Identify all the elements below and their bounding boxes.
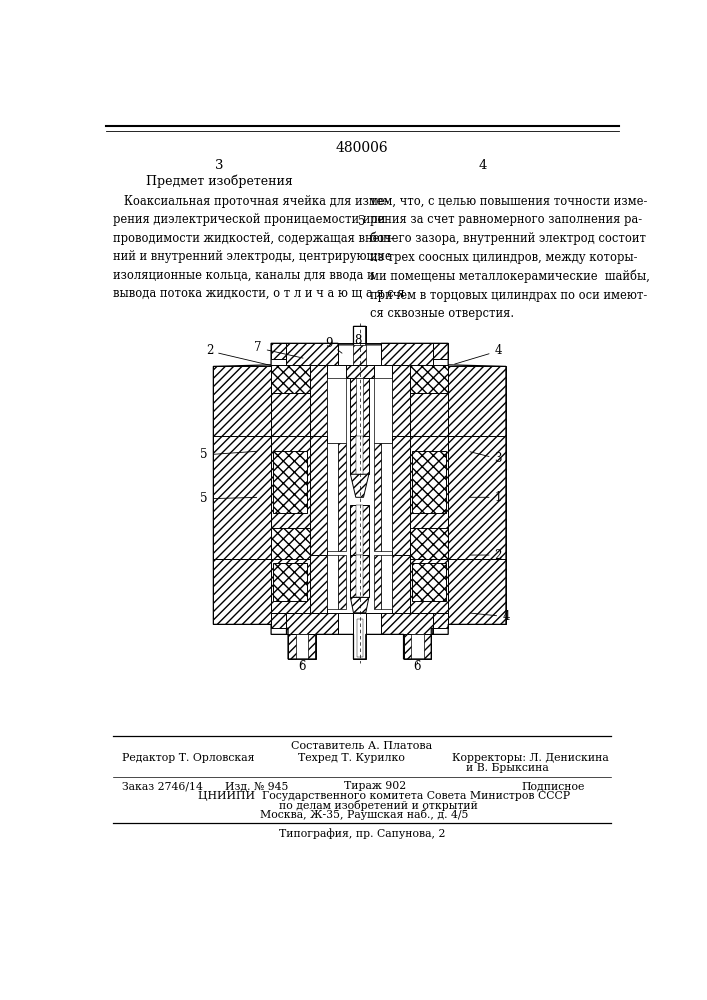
Text: Корректоры: Л. Денискина: Корректоры: Л. Денискина [452,753,609,763]
Polygon shape [433,613,448,628]
Polygon shape [392,555,409,613]
Text: 5: 5 [200,492,257,505]
Polygon shape [381,443,392,551]
Polygon shape [286,343,338,365]
Text: 6: 6 [298,660,305,673]
Text: Типография, пр. Сапунова, 2: Типография, пр. Сапунова, 2 [279,828,445,839]
Polygon shape [373,555,381,609]
Text: 2: 2 [470,549,502,562]
Polygon shape [356,555,363,597]
Polygon shape [381,613,433,634]
Text: ЦНИИПИ  Государственного комитета Совета Министров СССР: ЦНИИПИ Государственного комитета Совета … [198,791,570,801]
Polygon shape [338,613,381,634]
Polygon shape [271,613,286,628]
Polygon shape [327,443,338,551]
Polygon shape [296,634,308,659]
Polygon shape [351,555,369,597]
Polygon shape [310,436,327,559]
Polygon shape [338,443,346,551]
Polygon shape [433,343,448,359]
Polygon shape [310,555,327,613]
Text: Редактор Т. Орловская: Редактор Т. Орловская [122,753,255,763]
Polygon shape [271,559,310,613]
Polygon shape [338,555,346,609]
Polygon shape [351,436,369,474]
Polygon shape [412,563,446,601]
Polygon shape [411,634,423,659]
Polygon shape [409,559,448,613]
Polygon shape [356,378,363,443]
Polygon shape [271,436,310,559]
Polygon shape [214,559,271,624]
Polygon shape [354,613,366,659]
Polygon shape [327,378,346,443]
Polygon shape [381,343,433,365]
Polygon shape [214,436,271,559]
Polygon shape [354,326,366,345]
Text: 4: 4 [455,344,502,364]
Text: Изд. № 945: Изд. № 945 [225,781,288,791]
Text: Заказ 2746/14: Заказ 2746/14 [122,781,204,791]
Text: 6: 6 [414,660,421,673]
Text: 8: 8 [354,334,362,347]
Polygon shape [448,559,506,624]
Polygon shape [338,343,381,365]
Text: Техред Т. Курилко: Техред Т. Курилко [298,753,405,763]
Text: 480006: 480006 [336,141,388,155]
Polygon shape [356,436,363,474]
Text: 4: 4 [479,159,487,172]
Polygon shape [288,634,316,659]
Polygon shape [409,365,448,393]
Polygon shape [354,345,366,365]
Polygon shape [409,528,448,559]
Text: Подписное: Подписное [521,781,585,791]
Text: Предмет изобретения: Предмет изобретения [146,175,293,188]
Polygon shape [381,555,392,609]
Polygon shape [214,366,271,436]
Text: 2: 2 [206,344,272,366]
Polygon shape [409,436,448,559]
Polygon shape [286,613,338,634]
Polygon shape [448,366,506,436]
Text: 7: 7 [255,341,303,358]
Polygon shape [271,528,310,559]
Polygon shape [373,443,381,551]
Text: Коаксиальная проточная ячейка для изме-
рения диэлектрической проницаемости или
: Коаксиальная проточная ячейка для изме- … [113,195,405,300]
Polygon shape [351,597,369,613]
Polygon shape [327,555,338,609]
Text: 3: 3 [215,159,223,172]
Polygon shape [351,474,369,497]
Text: Москва, Ж-35, Раушская наб., д. 4/5: Москва, Ж-35, Раушская наб., д. 4/5 [259,809,468,820]
Polygon shape [310,365,327,436]
Text: 1: 1 [470,491,502,504]
Text: 5: 5 [358,215,365,228]
Text: 9: 9 [325,337,342,353]
Polygon shape [392,365,409,436]
Polygon shape [409,393,448,436]
Polygon shape [351,378,369,443]
Polygon shape [404,634,431,659]
Polygon shape [356,505,363,555]
Text: и В. Брыксина: и В. Брыксина [466,763,549,773]
Polygon shape [274,451,308,513]
Polygon shape [373,378,392,443]
Text: Тираж 902: Тираж 902 [344,781,407,791]
Text: Составитель А. Платова: Составитель А. Платова [291,741,433,751]
Text: тем, что, с целью повышения точности изме-
рения за счет равномерного заполнения: тем, что, с целью повышения точности изм… [370,195,650,320]
Text: 4: 4 [470,610,510,623]
Polygon shape [412,451,446,513]
Polygon shape [354,613,366,634]
Polygon shape [356,619,363,657]
Polygon shape [448,436,506,559]
Polygon shape [271,393,310,436]
Text: по делам изобретений и открытий: по делам изобретений и открытий [279,800,478,811]
Polygon shape [274,563,308,601]
Polygon shape [346,365,373,378]
Polygon shape [271,343,286,359]
Polygon shape [351,505,369,555]
Text: 5: 5 [200,448,257,461]
Polygon shape [271,365,310,393]
Polygon shape [392,436,409,559]
Text: 3: 3 [470,452,502,465]
